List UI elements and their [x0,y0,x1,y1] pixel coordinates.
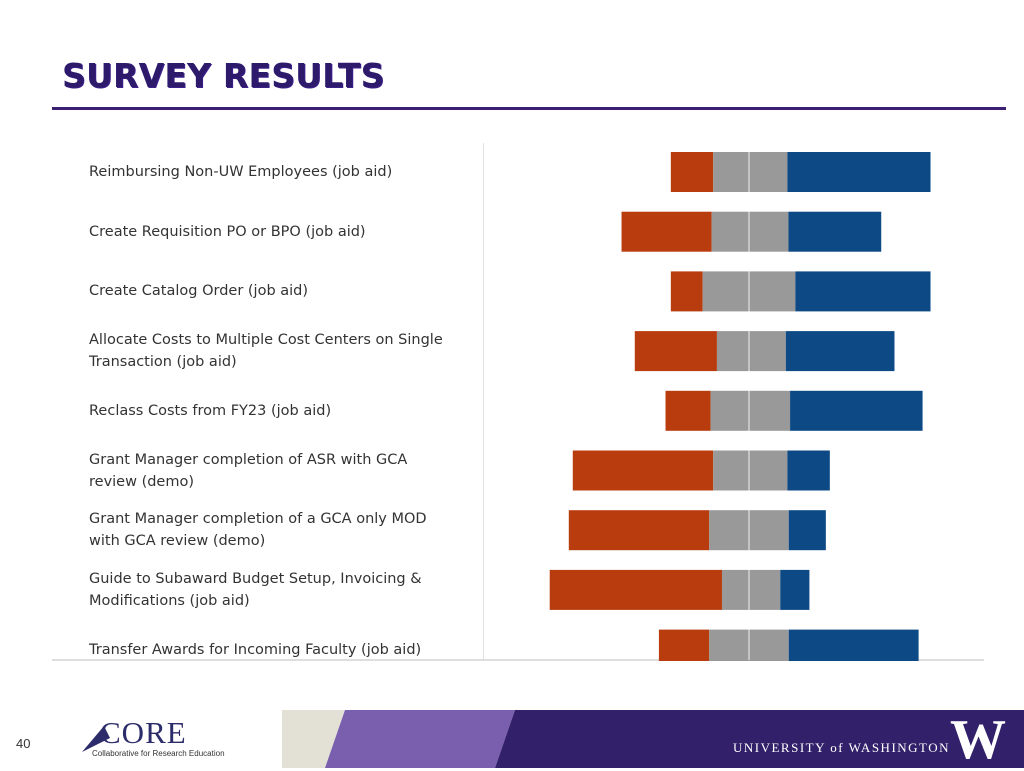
bar-positive [785,331,895,372]
chart-row [670,152,931,192]
chart-row [665,390,923,431]
university-name: UNIVERSITY of WASHINGTON [733,740,951,755]
bar-positive [788,510,826,551]
core-logo-text: CORE [100,715,187,750]
bar-positive [788,211,882,252]
chart-row [658,629,919,661]
category-label: Grant Manager completion of ASR with GCA… [89,451,408,490]
bar-positive [787,152,931,192]
chart-row [670,271,931,312]
bar-neutral [713,450,788,491]
bar-positive [790,390,923,431]
chart-canvas [52,143,984,661]
bar-negative [549,569,722,610]
survey-chart: Reimbursing Non-UW Employees (job aid) Cr… [52,143,984,661]
bar-positive [780,569,810,610]
bar-neutral [710,390,791,431]
bar-negative [658,629,710,661]
core-logo-icon [82,726,110,752]
core-subtitle: Collaborative for Research Education [92,749,225,758]
category-label: Create Catalog Order (job aid) [89,283,309,300]
title-divider [52,107,1006,110]
bar-negative [670,152,714,192]
category-label: Transfer Awards for Incoming Faculty (jo… [89,641,422,658]
bar-neutral [713,152,788,192]
chart-row [634,331,895,372]
category-label: Reimbursing Non-UW Employees (job aid) [89,164,393,180]
category-label: Create Requisition PO or BPO (job aid) [89,223,366,240]
bar-positive [795,271,931,312]
uw-w-logo: W [950,709,1006,771]
bar-neutral [711,211,789,252]
category-label: Reclass Costs from FY23 (job aid) [89,402,332,419]
bar-negative [670,271,703,312]
chart-row [572,450,830,491]
category-label: Allocate Costs to Multiple Cost Centers … [89,332,443,371]
chart-row [621,211,882,252]
chart-row [549,569,810,610]
footer-stripe-light [282,710,345,768]
footer-stripe-lavender [325,710,515,768]
category-label: Grant Manager completion of a GCA only M… [89,511,427,550]
bar-negative [568,510,710,551]
page-number: 40 [16,736,31,751]
chart-row [568,510,826,551]
bar-negative [634,331,717,372]
footer-stripe-purple [495,710,1024,768]
bar-neutral [716,331,786,372]
bar-positive [787,450,830,491]
bar-neutral [721,569,781,610]
bar-negative [665,390,711,431]
bar-negative [572,450,714,491]
bar-positive [788,629,919,661]
category-label: Guide to Subaward Budget Setup, Invoicin… [89,570,422,609]
bar-negative [621,211,712,252]
page-title: SURVEY RESULTS [62,56,385,95]
footer-banner [282,710,1024,768]
